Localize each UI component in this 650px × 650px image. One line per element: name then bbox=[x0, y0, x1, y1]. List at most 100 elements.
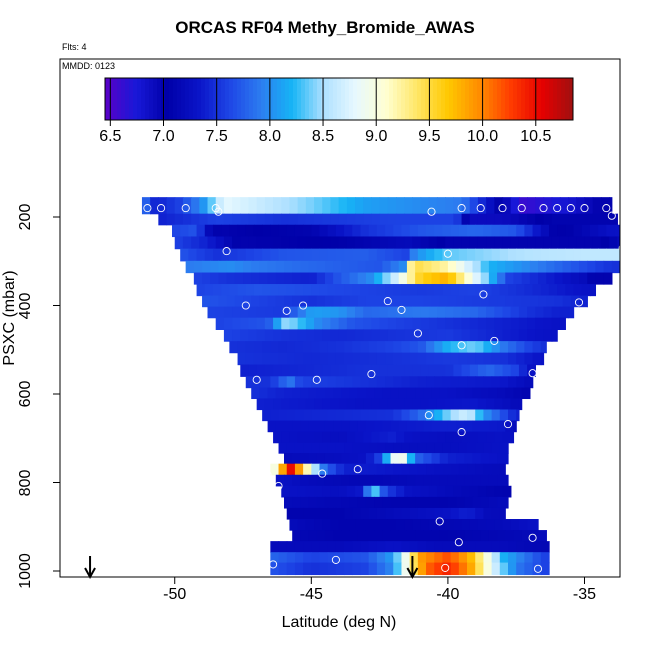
heatmap-cell bbox=[344, 409, 353, 422]
heatmap-cell bbox=[273, 329, 282, 342]
heatmap-cell bbox=[273, 236, 282, 250]
heatmap-cell bbox=[431, 496, 441, 509]
y-tick-label: 200 bbox=[17, 203, 34, 231]
heatmap-cell bbox=[475, 341, 485, 354]
heatmap-cell bbox=[158, 197, 168, 215]
heatmap-cell bbox=[538, 530, 547, 542]
heatmap-cell bbox=[327, 442, 337, 454]
colorbar-swatch bbox=[113, 78, 118, 120]
heatmap-cell bbox=[562, 272, 572, 285]
heatmap-cell bbox=[303, 442, 312, 454]
heatmap-cell bbox=[324, 474, 334, 487]
heatmap-cell bbox=[559, 317, 566, 330]
heatmap-cell bbox=[581, 284, 591, 297]
heatmap-cell bbox=[349, 272, 359, 285]
colorbar-swatch bbox=[117, 78, 122, 120]
heatmap-cell bbox=[404, 519, 413, 531]
heatmap-cell bbox=[447, 260, 457, 274]
heatmap-cell bbox=[445, 519, 454, 531]
heatmap-cell bbox=[376, 552, 386, 564]
heatmap-cell bbox=[368, 341, 378, 354]
heatmap-cell bbox=[434, 224, 444, 238]
heatmap-cell bbox=[215, 197, 225, 215]
colorbar-swatch bbox=[405, 78, 410, 120]
heatmap-cell bbox=[294, 541, 304, 553]
colorbar-swatch bbox=[349, 78, 354, 120]
heatmap-cell bbox=[360, 541, 370, 553]
heatmap-cell bbox=[327, 352, 337, 366]
heatmap-cell bbox=[387, 519, 397, 531]
heatmap-cell bbox=[286, 552, 296, 564]
heatmap-cell bbox=[314, 485, 323, 498]
heatmap-cell bbox=[393, 463, 403, 476]
heatmap-cell bbox=[401, 248, 411, 262]
heatmap-cell bbox=[423, 496, 433, 509]
heatmap-cell bbox=[344, 341, 353, 354]
heatmap-cell bbox=[379, 306, 389, 319]
heatmap-cell bbox=[221, 284, 230, 297]
heatmap-cell bbox=[316, 496, 326, 509]
heatmap-cell bbox=[385, 463, 394, 476]
heatmap-cell bbox=[207, 236, 217, 250]
heatmap-cell bbox=[210, 295, 220, 308]
heatmap-cell bbox=[521, 295, 531, 308]
heatmap-cell bbox=[286, 341, 296, 354]
heatmap-cell bbox=[344, 284, 353, 297]
heatmap-cell bbox=[289, 236, 299, 250]
heatmap-cell bbox=[327, 341, 337, 354]
heatmap-cell bbox=[207, 306, 217, 319]
heatmap-cell bbox=[631, 249, 640, 262]
heatmap-cell bbox=[256, 306, 266, 319]
heatmap-cell bbox=[426, 507, 435, 520]
heatmap-cell bbox=[609, 213, 618, 226]
heatmap-cell bbox=[494, 329, 504, 342]
heatmap-cell bbox=[606, 224, 616, 238]
heatmap-cell bbox=[491, 507, 501, 520]
heatmap-cell bbox=[611, 260, 620, 274]
heatmap-cell bbox=[589, 284, 597, 297]
x-axis-label: Latitude (deg N) bbox=[281, 614, 397, 631]
heatmap-cell bbox=[327, 463, 337, 476]
heatmap-cell bbox=[355, 364, 364, 377]
heatmap-cell bbox=[300, 387, 310, 400]
heatmap-cell bbox=[464, 272, 474, 285]
heatmap-cell bbox=[562, 295, 572, 308]
axes bbox=[53, 216, 585, 584]
heatmap-cell bbox=[374, 453, 383, 465]
heatmap-cell bbox=[554, 272, 564, 285]
heatmap-cell bbox=[614, 224, 620, 238]
heatmap-cell bbox=[357, 272, 367, 285]
heatmap-cell bbox=[352, 224, 362, 238]
heatmap-cell bbox=[174, 236, 184, 250]
heatmap-cell bbox=[532, 341, 542, 354]
heatmap-cell bbox=[286, 224, 296, 238]
heatmap-cell bbox=[442, 463, 452, 476]
heatmap-cell bbox=[518, 364, 528, 377]
heatmap-cell bbox=[333, 530, 342, 542]
heatmap-cell bbox=[319, 248, 329, 262]
heatmap-cell bbox=[535, 306, 545, 319]
heatmap-cell bbox=[480, 453, 490, 465]
heatmap-cell bbox=[316, 295, 326, 308]
heatmap-cell bbox=[581, 224, 591, 238]
heatmap-cell bbox=[278, 562, 288, 576]
heatmap-cell bbox=[371, 213, 381, 226]
heatmap-cell bbox=[469, 431, 479, 444]
heatmap-cell bbox=[404, 236, 413, 250]
colorbar-frame bbox=[104, 77, 574, 121]
heatmap-cell bbox=[286, 562, 296, 576]
heatmap-cell bbox=[319, 507, 329, 520]
heatmap-cell bbox=[341, 530, 351, 542]
heatmap-cell bbox=[376, 248, 386, 262]
heatmap-cell bbox=[393, 341, 403, 354]
heatmap-cell bbox=[352, 409, 362, 422]
heatmap-cell bbox=[396, 213, 405, 226]
heatmap-cell bbox=[174, 213, 184, 226]
heatmap-cell bbox=[300, 496, 310, 509]
heatmap-cell bbox=[308, 420, 318, 433]
heatmap-cell bbox=[382, 420, 392, 433]
heatmap-cell bbox=[308, 260, 318, 274]
heatmap-cell bbox=[330, 364, 340, 377]
heatmap-cell bbox=[396, 398, 405, 411]
heatmap-cell bbox=[316, 420, 326, 433]
